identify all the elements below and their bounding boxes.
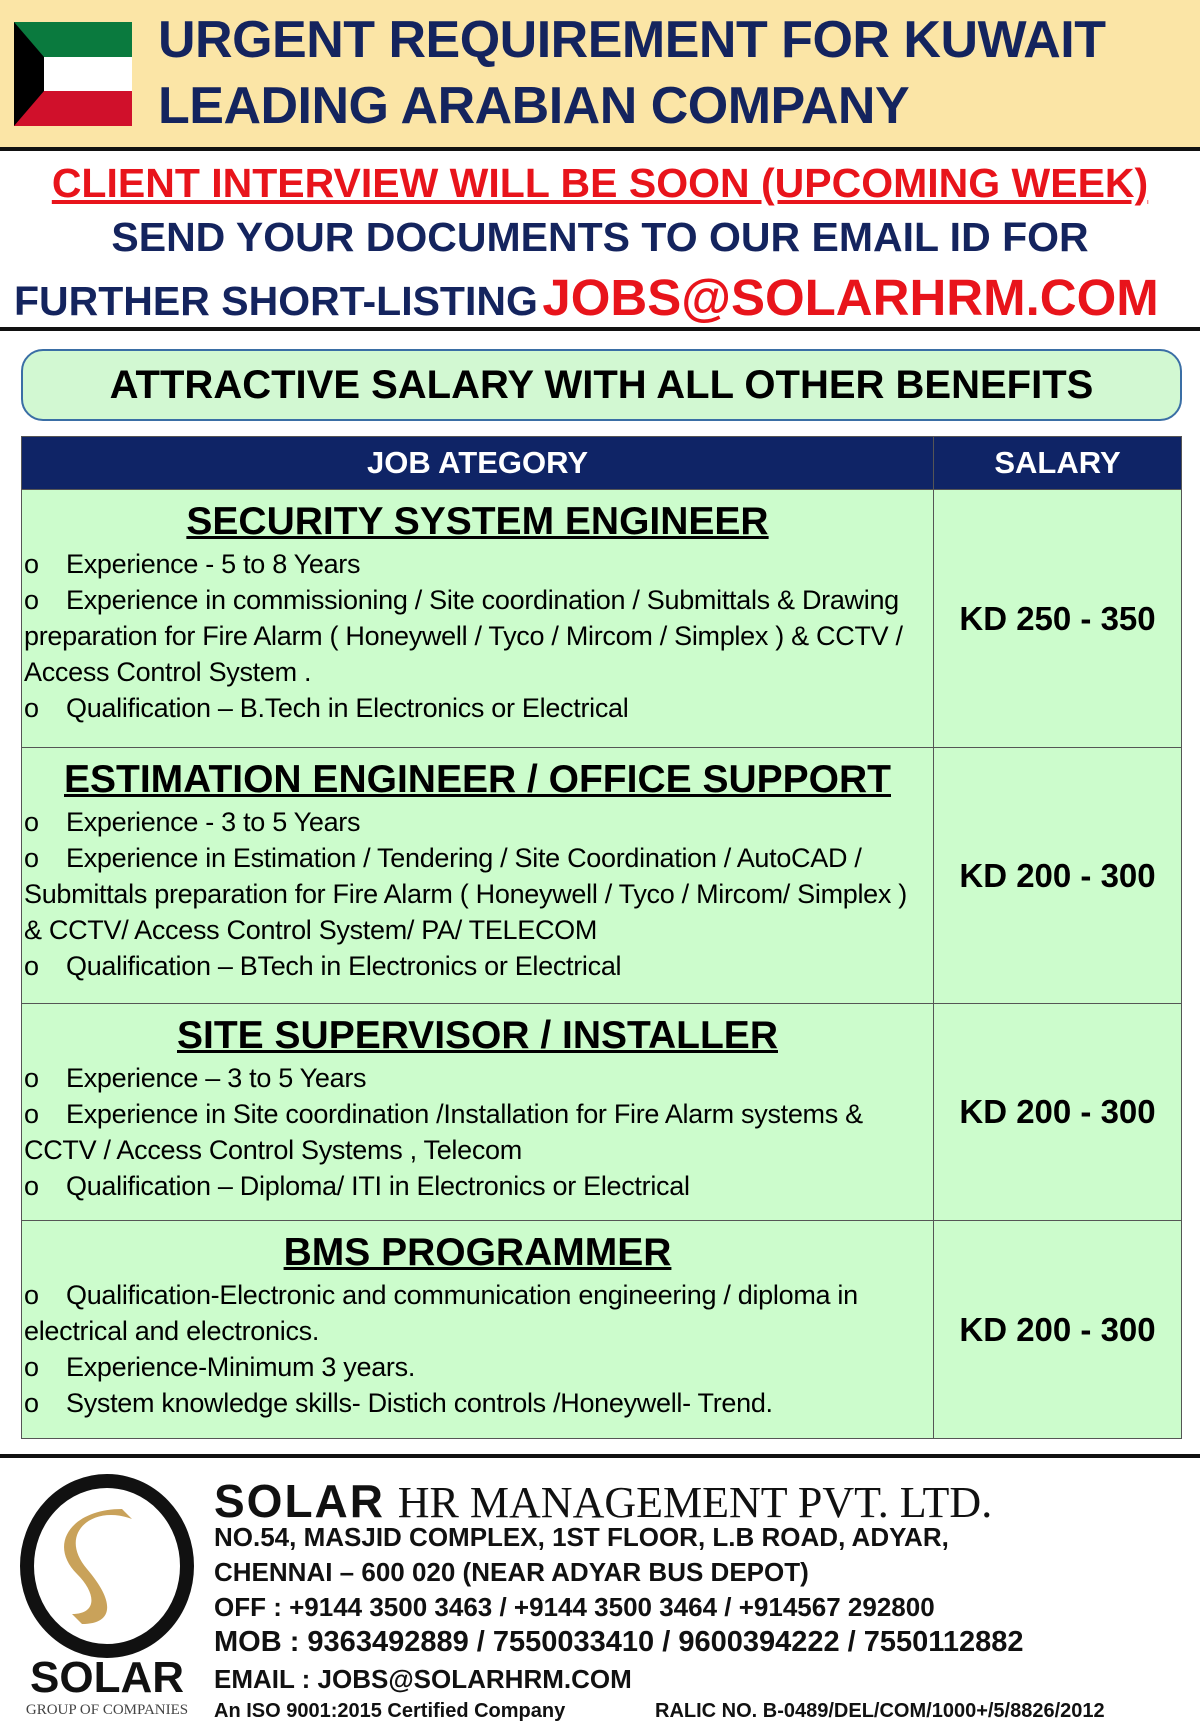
header-banner: URGENT REQUIREMENT FOR KUWAIT LEADING AR… (0, 0, 1200, 147)
salary-header: SALARY (933, 436, 1182, 490)
send-documents: SEND YOUR DOCUMENTS TO OUR EMAIL ID FOR (111, 214, 1089, 260)
requirement-item: o Qualification – BTech in Electronics or… (22, 948, 933, 984)
divider (0, 1454, 1200, 1458)
requirement-item: o Qualification – Diploma/ ITI in Electro… (22, 1168, 933, 1204)
benefits-banner: ATTRACTIVE SALARY WITH ALL OTHER BENEFIT… (21, 349, 1182, 421)
email-link[interactable]: JOBS@SOLARHRM.COM (542, 269, 1159, 326)
requirement-text: Experience in Site coordination /Install… (24, 1099, 863, 1165)
salary-cell: KD 250 - 350 (933, 489, 1182, 748)
requirement-text: Qualification-Electronic and communicati… (24, 1280, 858, 1346)
bullet-icon: o (24, 585, 39, 615)
address-1: NO.54, MASJID COMPLEX, 1ST FLOOR, L.B RO… (214, 1522, 949, 1552)
divider (0, 327, 1200, 331)
table-header: JOB ATEGORY SALARY (21, 436, 1182, 490)
bullet-icon: o (24, 1352, 39, 1382)
requirement-text: Experience – 3 to 5 Years (66, 1063, 367, 1093)
job-cell: BMS PROGRAMMER o Qualification-Electronic … (21, 1220, 934, 1439)
headline-1: URGENT REQUIREMENT FOR KUWAIT (158, 11, 1106, 69)
table-row: SECURITY SYSTEM ENGINEER o Experience - 5 … (21, 489, 1182, 748)
job-title: ESTIMATION ENGINEER / OFFICE SUPPORT (64, 758, 891, 801)
address-2: CHENNAI – 600 020 (NEAR ADYAR BUS DEPOT) (214, 1557, 809, 1587)
requirement-item: o Experience - 5 to 8 Years (22, 546, 933, 582)
company-name: HR MANAGEMENT PVT. LTD. (397, 1478, 993, 1527)
requirement-text: Experience - 5 to 8 Years (66, 549, 361, 579)
bullet-icon: o (24, 693, 39, 723)
requirement-item: o Experience in Site coordination /Instal… (22, 1096, 933, 1168)
iso-certification: An ISO 9001:2015 Certified Company (214, 1700, 566, 1722)
requirement-text: Experience - 3 to 5 Years (66, 807, 361, 837)
requirement-text: Qualification – B.Tech in Electronics or… (66, 693, 629, 723)
requirement-item: o Qualification-Electronic and communicat… (22, 1277, 933, 1349)
table-row: BMS PROGRAMMER o Qualification-Electronic … (21, 1220, 1182, 1439)
salary-cell: KD 200 - 300 (933, 1220, 1182, 1439)
divider (0, 147, 1200, 151)
company-name-line: SOLAR HR MANAGEMENT PVT. LTD. (214, 1474, 992, 1528)
ralic-number: RALIC NO. B-0489/DEL/COM/1000+/5/8826/20… (655, 1700, 1105, 1722)
headline-2: LEADING ARABIAN COMPANY (158, 77, 910, 135)
requirement-item: o Experience in Estimation / Tendering / … (22, 840, 933, 948)
requirement-item: o Experience – 3 to 5 Years (22, 1060, 933, 1096)
job-title: SECURITY SYSTEM ENGINEER (186, 500, 769, 543)
bullet-icon: o (24, 1280, 39, 1310)
further-text: FURTHER SHORT-LISTING (14, 278, 538, 324)
bullet-icon: o (24, 1388, 39, 1418)
further-line: FURTHER SHORT-LISTING JOBS@SOLARHRM.COM (0, 268, 1200, 327)
requirement-text: System knowledge skills- Distich control… (66, 1388, 773, 1418)
job-title: SITE SUPERVISOR / INSTALLER (177, 1014, 778, 1057)
solar-logo-icon: SOLAR GROUP OF COMPANIES (20, 1474, 194, 1718)
requirement-item: o Experience-Minimum 3 years. (22, 1349, 933, 1385)
kuwait-flag-icon (14, 22, 132, 126)
office-phones: OFF : +9144 3500 3463 / +9144 3500 3464 … (214, 1592, 935, 1622)
bullet-icon: o (24, 549, 39, 579)
requirement-text: Experience in commissioning / Site coord… (24, 585, 903, 687)
requirement-item: o System knowledge skills- Distich contro… (22, 1385, 933, 1421)
brand-word: SOLAR (214, 1475, 385, 1527)
requirement-item: o Experience in commissioning / Site coor… (22, 582, 933, 690)
job-cell: SECURITY SYSTEM ENGINEER o Experience - 5 … (21, 489, 934, 748)
requirement-item: o Qualification – B.Tech in Electronics o… (22, 690, 933, 726)
bullet-icon: o (24, 951, 39, 981)
bullet-icon: o (24, 807, 39, 837)
job-title: BMS PROGRAMMER (283, 1231, 672, 1274)
bullet-icon: o (24, 1063, 39, 1093)
bullet-icon: o (24, 1171, 39, 1201)
requirement-item: o Experience - 3 to 5 Years (22, 804, 933, 840)
requirement-text: Experience-Minimum 3 years. (66, 1352, 416, 1382)
table-row: ESTIMATION ENGINEER / OFFICE SUPPORT o Exp… (21, 747, 1182, 1004)
requirement-text: Qualification – Diploma/ ITI in Electron… (66, 1171, 690, 1201)
bullet-icon: o (24, 1099, 39, 1129)
interview-notice: CLIENT INTERVIEW WILL BE SOON (UPCOMING … (51, 160, 1149, 206)
requirement-text: Experience in Estimation / Tendering / S… (24, 843, 907, 945)
job-category-header: JOB ATEGORY (21, 436, 934, 490)
salary-cell: KD 200 - 300 (933, 1003, 1182, 1221)
job-cell: ESTIMATION ENGINEER / OFFICE SUPPORT o Exp… (21, 747, 934, 1004)
company-email[interactable]: EMAIL : JOBS@SOLARHRM.COM (214, 1664, 632, 1694)
table-row: SITE SUPERVISOR / INSTALLER o Experience –… (21, 1003, 1182, 1221)
jobs-table: JOB ATEGORY SALARY SECURITY SYSTEM ENGIN… (21, 436, 1182, 1439)
svg-text:GROUP OF COMPANIES: GROUP OF COMPANIES (26, 1702, 188, 1718)
salary-cell: KD 200 - 300 (933, 747, 1182, 1004)
mobile-phones: MOB : 9363492889 / 7550033410 / 96003942… (214, 1626, 1024, 1658)
requirement-text: Qualification – BTech in Electronics or … (66, 951, 622, 981)
job-cell: SITE SUPERVISOR / INSTALLER o Experience –… (21, 1003, 934, 1221)
bullet-icon: o (24, 843, 39, 873)
svg-text:SOLAR: SOLAR (30, 1653, 184, 1702)
